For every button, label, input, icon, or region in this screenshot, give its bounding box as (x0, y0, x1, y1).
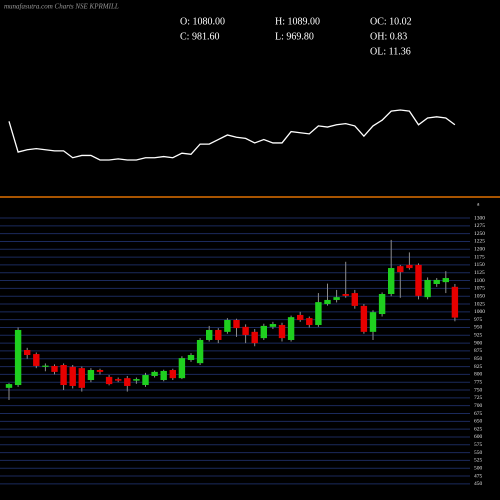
stat: C: 981.60 (180, 31, 219, 42)
panel-label: a (477, 201, 480, 207)
candle-body (233, 319, 240, 329)
y-tick-label: 800 (474, 372, 483, 378)
candle-body (5, 384, 13, 388)
stat: H: 1089.00 (275, 16, 320, 27)
y-tick-label: 825 (474, 364, 483, 370)
y-tick-label: 725 (474, 395, 483, 401)
candle-body (315, 302, 322, 325)
y-tick-label: 1225 (474, 239, 485, 245)
candle-body (442, 278, 449, 283)
candle-body (115, 379, 122, 381)
candle-body (69, 366, 76, 386)
candle-body (397, 266, 404, 273)
y-tick-label: 575 (474, 442, 483, 448)
y-tick-label: 1250 (474, 231, 485, 237)
candle-body (160, 370, 167, 381)
candle-body (187, 355, 195, 361)
stat: L: 969.80 (275, 31, 314, 42)
candle-body (269, 324, 277, 327)
y-tick-label: 1075 (474, 286, 485, 292)
candle-body (196, 339, 204, 364)
y-tick-label: 975 (474, 317, 483, 323)
y-tick-label: 775 (474, 379, 483, 385)
y-tick-label: 1125 (474, 270, 485, 276)
stat: OH: 0.83 (370, 31, 407, 42)
y-tick-label: 1025 (474, 301, 485, 307)
candle-body (178, 358, 186, 379)
y-tick-label: 1175 (474, 254, 485, 260)
candle-body (342, 294, 349, 296)
candle-body (33, 354, 40, 366)
candle-body (433, 279, 440, 284)
y-tick-label: 1150 (474, 262, 485, 268)
stat: OC: 10.02 (370, 16, 412, 27)
candle-body (415, 264, 422, 296)
y-tick-label: 525 (474, 458, 483, 464)
indicator-line (8, 109, 456, 161)
candle-body (142, 375, 149, 386)
candle-body (333, 297, 340, 300)
y-tick-label: 500 (474, 465, 483, 471)
candle-body (424, 279, 431, 298)
candle-body (360, 305, 368, 332)
candle-body (278, 324, 286, 339)
y-tick-label: 550 (474, 450, 483, 456)
y-tick-label: 1100 (474, 278, 485, 284)
y-tick-label: 950 (474, 325, 483, 331)
y-tick-label: 1000 (474, 309, 485, 315)
candle-body (124, 378, 131, 386)
candle-body (306, 318, 313, 325)
candle-body (42, 365, 49, 367)
y-tick-label: 650 (474, 419, 483, 425)
candle-body (287, 317, 295, 340)
y-tick-label: 1050 (474, 293, 485, 299)
y-tick-label: 925 (474, 333, 483, 339)
y-tick-label: 850 (474, 356, 483, 362)
y-tick-label: 750 (474, 387, 483, 393)
y-tick-label: 700 (474, 403, 483, 409)
candle-body (96, 370, 104, 372)
candle-body (224, 319, 231, 332)
candle-body (251, 331, 258, 344)
y-tick-label: 675 (474, 411, 483, 417)
y-tick-label: 475 (474, 473, 483, 479)
candle-body (60, 365, 67, 386)
y-tick-label: 1200 (474, 247, 485, 253)
candle-body (215, 329, 222, 340)
candle-body (151, 371, 158, 376)
y-tick-label: 600 (474, 434, 483, 440)
candle-body (206, 329, 213, 340)
y-tick-label: 1275 (474, 223, 485, 229)
candle-body (324, 299, 331, 305)
stat: OL: 11.36 (370, 46, 411, 57)
candle-body (451, 286, 459, 318)
candle-body (169, 370, 176, 379)
y-tick-label: 625 (474, 426, 483, 432)
candle-body (87, 370, 95, 381)
candle-body (260, 325, 267, 339)
y-tick-label: 450 (474, 481, 483, 487)
candle-body (351, 293, 358, 306)
stat: O: 1080.00 (180, 16, 225, 27)
candle-body (369, 312, 377, 332)
candle-body (51, 365, 58, 372)
y-tick-label: 900 (474, 340, 483, 346)
candle-body (297, 314, 304, 320)
candle-body (24, 349, 31, 356)
candle-body (14, 329, 22, 386)
candle-body (406, 264, 413, 269)
y-tick-label: 1300 (474, 215, 485, 221)
candle-body (378, 294, 386, 315)
candle-body (105, 376, 113, 385)
chart-title: munafasutra.com Charts NSE KPRMILL (4, 3, 119, 11)
candle-body (242, 326, 249, 335)
candle-body (388, 268, 395, 295)
candle-body (78, 368, 85, 388)
candle-body (133, 379, 140, 381)
y-tick-label: 875 (474, 348, 483, 354)
